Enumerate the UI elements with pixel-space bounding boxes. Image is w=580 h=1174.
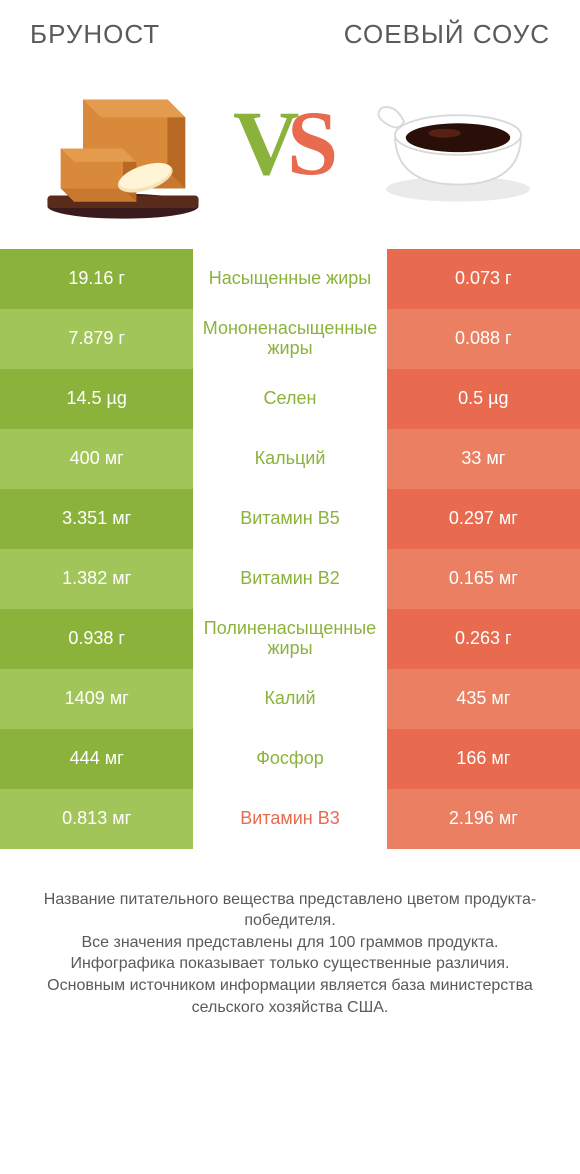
- value-left: 444 мг: [0, 729, 193, 789]
- value-right: 0.088 г: [387, 309, 580, 369]
- sauce-icon: [368, 74, 548, 214]
- value-left: 1.382 мг: [0, 549, 193, 609]
- value-left: 19.16 г: [0, 249, 193, 309]
- header-left: БРУНОСТ: [30, 20, 290, 49]
- value-right: 2.196 мг: [387, 789, 580, 849]
- nutrient-label: Кальций: [193, 429, 386, 489]
- nutrient-label: Витамин B2: [193, 549, 386, 609]
- value-left: 3.351 мг: [0, 489, 193, 549]
- table-row: 3.351 мгВитамин B50.297 мг: [0, 489, 580, 549]
- table-row: 0.813 мгВитамин B32.196 мг: [0, 789, 580, 849]
- value-left: 7.879 г: [0, 309, 193, 369]
- svg-text:S: S: [287, 92, 338, 194]
- footnote-line: Инфографика показывает только существенн…: [20, 953, 560, 975]
- nutrient-label: Витамин B3: [193, 789, 386, 849]
- title-right: СОЕВЫЙ СОУС: [290, 20, 550, 49]
- table-row: 400 мгКальций33 мг: [0, 429, 580, 489]
- nutrient-label: Насыщенные жиры: [193, 249, 386, 309]
- vs-icon: V S: [225, 89, 355, 199]
- table-row: 0.938 гПолиненасыщенные жиры0.263 г: [0, 609, 580, 669]
- comparison-table: 19.16 гНасыщенные жиры0.073 г7.879 гМоно…: [0, 249, 580, 849]
- header: БРУНОСТ СОЕВЫЙ СОУС: [0, 0, 580, 59]
- page: БРУНОСТ СОЕВЫЙ СОУС: [0, 0, 580, 1058]
- title-left: БРУНОСТ: [30, 20, 290, 49]
- table-row: 1409 мгКалий435 мг: [0, 669, 580, 729]
- value-right: 0.5 µg: [387, 369, 580, 429]
- table-row: 14.5 µgСелен0.5 µg: [0, 369, 580, 429]
- table-row: 1.382 мгВитамин B20.165 мг: [0, 549, 580, 609]
- nutrient-label: Полиненасыщенные жиры: [193, 609, 386, 669]
- value-left: 0.938 г: [0, 609, 193, 669]
- value-right: 0.165 мг: [387, 549, 580, 609]
- table-row: 19.16 гНасыщенные жиры0.073 г: [0, 249, 580, 309]
- nutrient-label: Витамин B5: [193, 489, 386, 549]
- footnote-line: Все значения представлены для 100 граммо…: [20, 932, 560, 954]
- cheese-icon: [33, 64, 213, 224]
- hero: V S: [0, 59, 580, 249]
- value-right: 0.073 г: [387, 249, 580, 309]
- value-left: 1409 мг: [0, 669, 193, 729]
- footnote-line: Основным источником информации является …: [20, 975, 560, 1018]
- vs-badge: V S: [215, 89, 365, 199]
- table-row: 444 мгФосфор166 мг: [0, 729, 580, 789]
- value-left: 400 мг: [0, 429, 193, 489]
- nutrient-label: Фосфор: [193, 729, 386, 789]
- value-left: 0.813 мг: [0, 789, 193, 849]
- footnote-line: Название питательного вещества представл…: [20, 889, 560, 932]
- value-right: 33 мг: [387, 429, 580, 489]
- header-right: СОЕВЫЙ СОУС: [290, 20, 550, 49]
- table-row: 7.879 гМононенасыщенные жиры0.088 г: [0, 309, 580, 369]
- value-right: 0.263 г: [387, 609, 580, 669]
- nutrient-label: Селен: [193, 369, 386, 429]
- product-image-right: [365, 59, 550, 229]
- footnote: Название питательного вещества представл…: [0, 849, 580, 1059]
- nutrient-label: Калий: [193, 669, 386, 729]
- nutrient-label: Мононенасыщенные жиры: [193, 309, 386, 369]
- value-right: 435 мг: [387, 669, 580, 729]
- value-left: 14.5 µg: [0, 369, 193, 429]
- value-right: 166 мг: [387, 729, 580, 789]
- value-right: 0.297 мг: [387, 489, 580, 549]
- product-image-left: [30, 59, 215, 229]
